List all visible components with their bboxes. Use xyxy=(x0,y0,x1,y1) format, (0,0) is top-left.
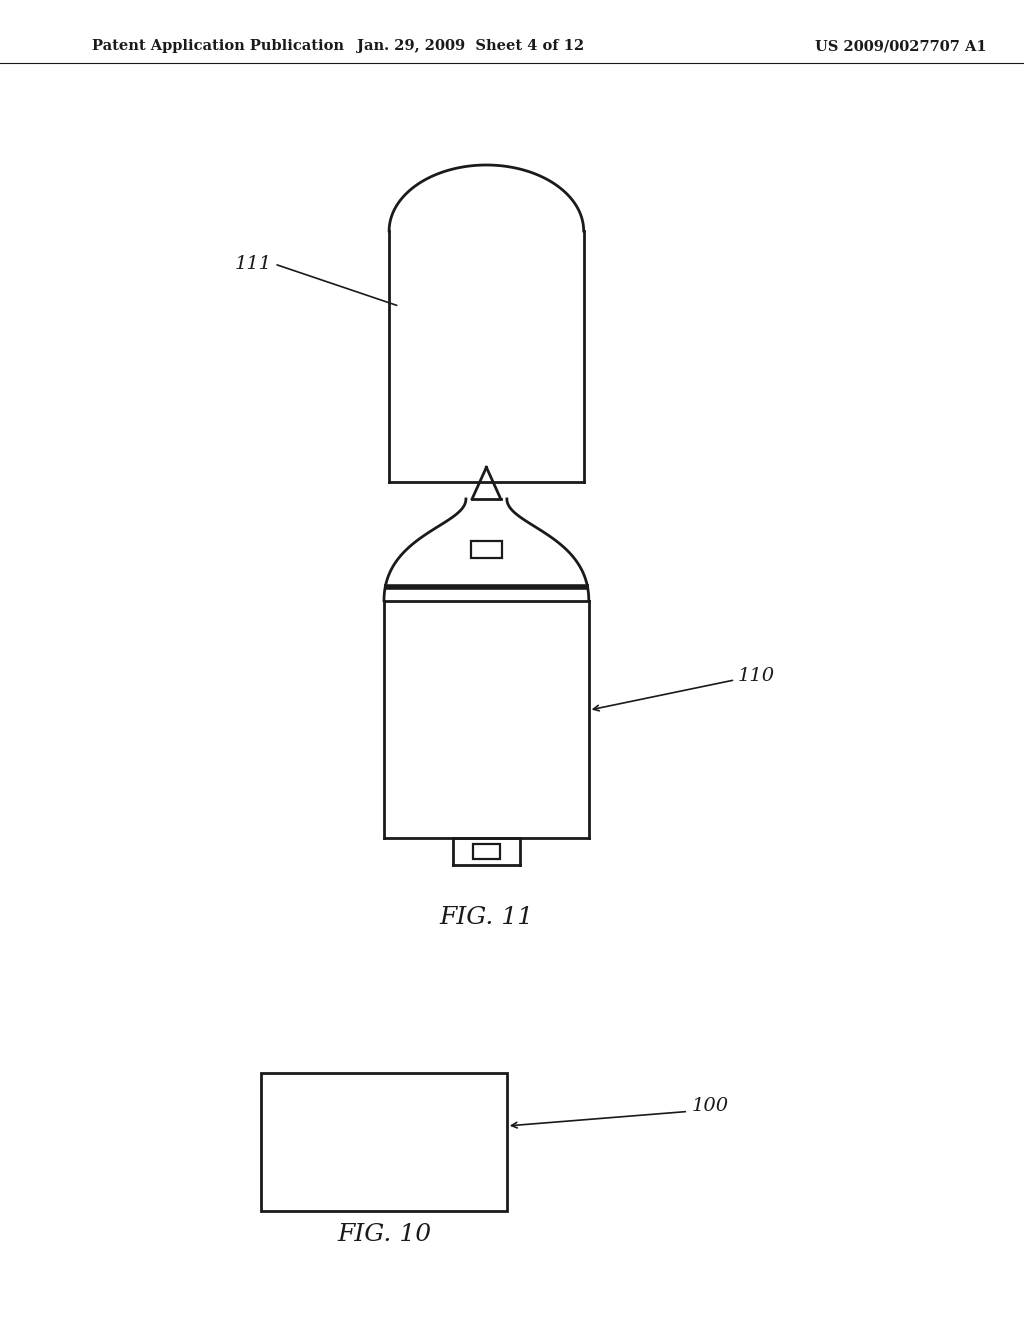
Text: Patent Application Publication: Patent Application Publication xyxy=(92,40,344,53)
Bar xyxy=(473,845,500,859)
Text: Jan. 29, 2009  Sheet 4 of 12: Jan. 29, 2009 Sheet 4 of 12 xyxy=(357,40,585,53)
Text: US 2009/0027707 A1: US 2009/0027707 A1 xyxy=(815,40,987,53)
Text: 111: 111 xyxy=(234,255,271,273)
Bar xyxy=(471,541,502,557)
Text: FIG. 10: FIG. 10 xyxy=(337,1222,431,1246)
Bar xyxy=(261,1072,507,1212)
Text: 110: 110 xyxy=(737,667,774,685)
Text: FIG. 11: FIG. 11 xyxy=(439,906,534,929)
Text: 100: 100 xyxy=(691,1097,728,1115)
